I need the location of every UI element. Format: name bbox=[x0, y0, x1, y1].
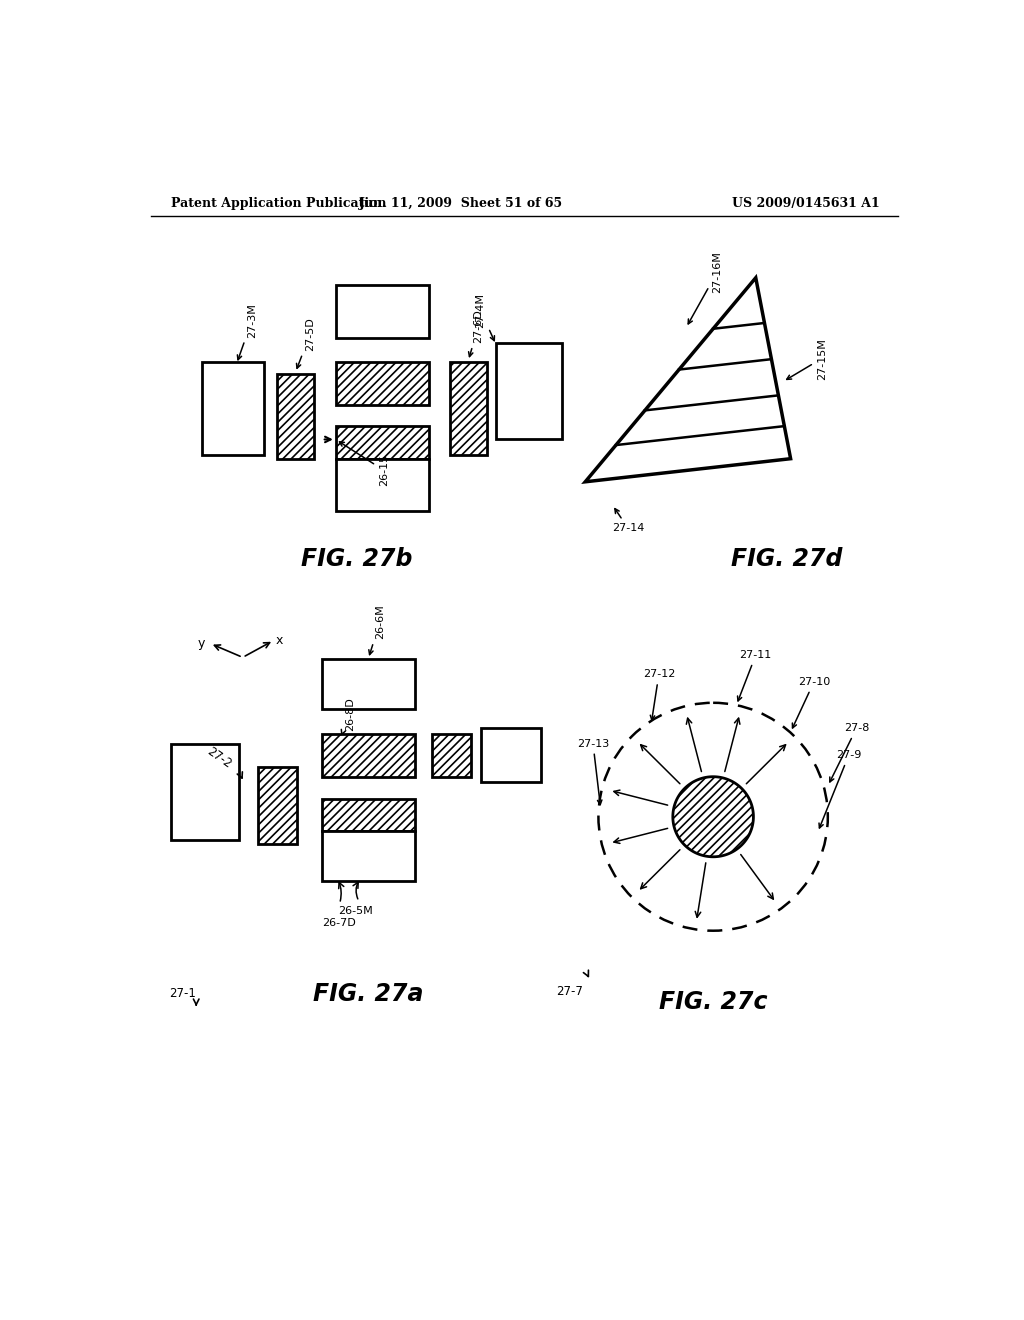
Bar bbox=[432, 734, 471, 776]
Bar bbox=[322, 799, 415, 832]
Polygon shape bbox=[673, 776, 754, 857]
Text: 27-12: 27-12 bbox=[643, 669, 675, 719]
Bar bbox=[202, 363, 263, 455]
Text: 27-1: 27-1 bbox=[169, 987, 196, 1001]
Bar bbox=[322, 734, 415, 776]
Bar bbox=[258, 767, 297, 843]
Bar bbox=[450, 363, 486, 455]
Polygon shape bbox=[586, 277, 791, 482]
Text: 27-4M: 27-4M bbox=[475, 293, 495, 341]
Bar bbox=[171, 743, 239, 840]
Text: x: x bbox=[276, 634, 284, 647]
Text: 27-9: 27-9 bbox=[819, 750, 861, 828]
Text: 27-7: 27-7 bbox=[556, 985, 584, 998]
Bar bbox=[480, 729, 541, 781]
Text: 27-8: 27-8 bbox=[829, 723, 869, 781]
Text: 27-16M: 27-16M bbox=[688, 251, 722, 323]
Text: 27-11: 27-11 bbox=[737, 649, 772, 701]
Text: 27-15M: 27-15M bbox=[786, 338, 826, 380]
Text: FIG. 27a: FIG. 27a bbox=[313, 982, 424, 1006]
Text: 27-5D: 27-5D bbox=[297, 317, 315, 368]
Text: FIG. 27b: FIG. 27b bbox=[301, 546, 413, 570]
Bar bbox=[336, 426, 429, 459]
Text: 26-6M: 26-6M bbox=[369, 605, 385, 655]
Bar bbox=[336, 459, 429, 511]
Text: 27-13: 27-13 bbox=[577, 739, 609, 805]
Bar bbox=[496, 343, 562, 440]
Bar bbox=[322, 659, 415, 709]
Text: 26-15: 26-15 bbox=[340, 442, 389, 486]
Text: US 2009/0145631 A1: US 2009/0145631 A1 bbox=[732, 197, 880, 210]
Text: 26-5M: 26-5M bbox=[338, 907, 373, 916]
Text: y: y bbox=[198, 638, 206, 649]
Text: Patent Application Publication: Patent Application Publication bbox=[171, 197, 386, 210]
Text: 26-7D: 26-7D bbox=[322, 917, 355, 928]
Text: Jun. 11, 2009  Sheet 51 of 65: Jun. 11, 2009 Sheet 51 of 65 bbox=[359, 197, 563, 210]
Text: FIG. 27d: FIG. 27d bbox=[731, 546, 843, 570]
Text: 27-14: 27-14 bbox=[611, 508, 644, 533]
Text: 27-2: 27-2 bbox=[205, 744, 234, 771]
Bar bbox=[322, 832, 415, 882]
Bar bbox=[336, 285, 429, 338]
Text: 27-6D: 27-6D bbox=[469, 309, 483, 356]
Text: 26-8D: 26-8D bbox=[341, 697, 354, 734]
Bar bbox=[336, 363, 429, 405]
Text: 27-3M: 27-3M bbox=[238, 302, 257, 360]
Text: FIG. 27c: FIG. 27c bbox=[658, 990, 767, 1014]
Bar bbox=[276, 374, 314, 459]
Text: 27-10: 27-10 bbox=[793, 677, 830, 729]
